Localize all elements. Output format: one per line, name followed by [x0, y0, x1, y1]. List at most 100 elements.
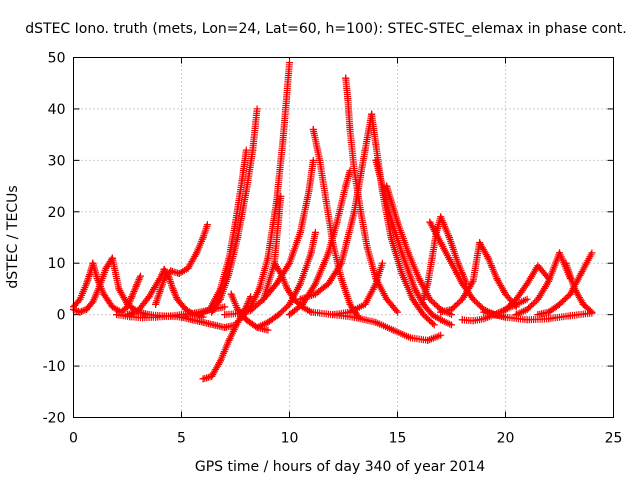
- data-point: [378, 259, 386, 267]
- data-point: [199, 318, 207, 326]
- data-point: [296, 295, 304, 303]
- data-point: [242, 316, 250, 324]
- series-markers: [152, 223, 211, 308]
- data-point: [199, 375, 207, 383]
- data-point: [448, 306, 455, 313]
- data-point: [502, 313, 509, 321]
- data-point: [307, 308, 315, 316]
- series-33: [512, 249, 574, 319]
- data-point: [577, 270, 585, 277]
- series-14: [238, 59, 293, 321]
- chart-title: dSTEC Iono. truth (mets, Lon=24, Lat=60,…: [25, 21, 626, 37]
- data-point: [556, 300, 563, 308]
- series-22: [296, 110, 376, 303]
- series-36: [480, 308, 596, 324]
- data-point: [227, 290, 235, 298]
- data-point: [253, 324, 261, 331]
- data-point: [579, 300, 587, 308]
- data-point: [225, 336, 233, 344]
- data-point: [102, 264, 110, 272]
- data-point: [344, 95, 352, 103]
- data-point: [411, 285, 419, 293]
- data-point: [324, 280, 332, 288]
- x-tick-label: 20: [497, 431, 515, 447]
- series-12: [208, 105, 261, 316]
- y-tick-label: 40: [48, 102, 66, 118]
- data-point: [188, 316, 196, 324]
- data-point: [83, 280, 90, 288]
- series-markers: [562, 259, 594, 315]
- x-tick-label: 0: [69, 431, 78, 447]
- data-point: [368, 110, 376, 118]
- data-point: [296, 280, 304, 288]
- data-point: [100, 290, 108, 298]
- data-point: [437, 331, 445, 339]
- data-point: [309, 156, 317, 164]
- data-point: [210, 321, 218, 329]
- data-point: [556, 249, 563, 257]
- data-point: [404, 249, 412, 257]
- data-point: [160, 275, 168, 283]
- data-point: [134, 307, 142, 314]
- data-point: [199, 234, 207, 241]
- data-point: [426, 218, 434, 226]
- data-point: [350, 167, 358, 175]
- x-tick-label: 10: [281, 431, 299, 447]
- data-point: [458, 316, 466, 324]
- data-point: [264, 254, 272, 262]
- series-30: [437, 239, 520, 316]
- data-point: [480, 315, 488, 323]
- data-point: [309, 126, 317, 133]
- data-point: [167, 267, 175, 275]
- data-point: [469, 295, 477, 303]
- data-point: [545, 277, 553, 285]
- data-point: [156, 288, 164, 295]
- data-point: [562, 259, 570, 267]
- data-point: [124, 300, 131, 308]
- data-point: [221, 303, 229, 311]
- data-point: [260, 295, 268, 303]
- data-point: [383, 295, 391, 303]
- data-point: [372, 156, 380, 164]
- data-point: [426, 295, 434, 303]
- data-point: [242, 187, 250, 195]
- data-point: [95, 282, 103, 290]
- data-point: [363, 244, 371, 252]
- series-18: [260, 156, 317, 303]
- data-point: [424, 336, 432, 344]
- data-point: [588, 249, 596, 257]
- data-point: [145, 293, 153, 301]
- data-point: [273, 198, 280, 205]
- data-point: [296, 228, 304, 236]
- data-point: [357, 208, 365, 216]
- data-point: [175, 270, 183, 277]
- data-point: [264, 318, 272, 326]
- data-point: [437, 316, 445, 324]
- data-series: [70, 59, 596, 383]
- data-point: [329, 311, 337, 319]
- data-point: [234, 318, 242, 326]
- data-point: [139, 314, 147, 322]
- data-point: [124, 311, 131, 319]
- data-point: [128, 293, 136, 301]
- data-point: [502, 290, 509, 298]
- data-point: [566, 290, 574, 298]
- data-point: [445, 234, 453, 241]
- data-point: [108, 254, 116, 262]
- data-point: [523, 306, 531, 313]
- data-point: [394, 218, 401, 226]
- data-point: [305, 187, 313, 195]
- data-point: [232, 218, 239, 226]
- data-point: [346, 300, 354, 308]
- data-point: [249, 146, 257, 154]
- data-point: [342, 182, 350, 190]
- data-point: [132, 282, 140, 290]
- data-point: [523, 316, 531, 324]
- data-point: [361, 300, 369, 308]
- data-point: [372, 318, 380, 326]
- data-point: [193, 249, 201, 257]
- data-point: [253, 105, 261, 113]
- data-point: [165, 312, 172, 320]
- data-point: [545, 315, 553, 323]
- data-point: [337, 275, 345, 283]
